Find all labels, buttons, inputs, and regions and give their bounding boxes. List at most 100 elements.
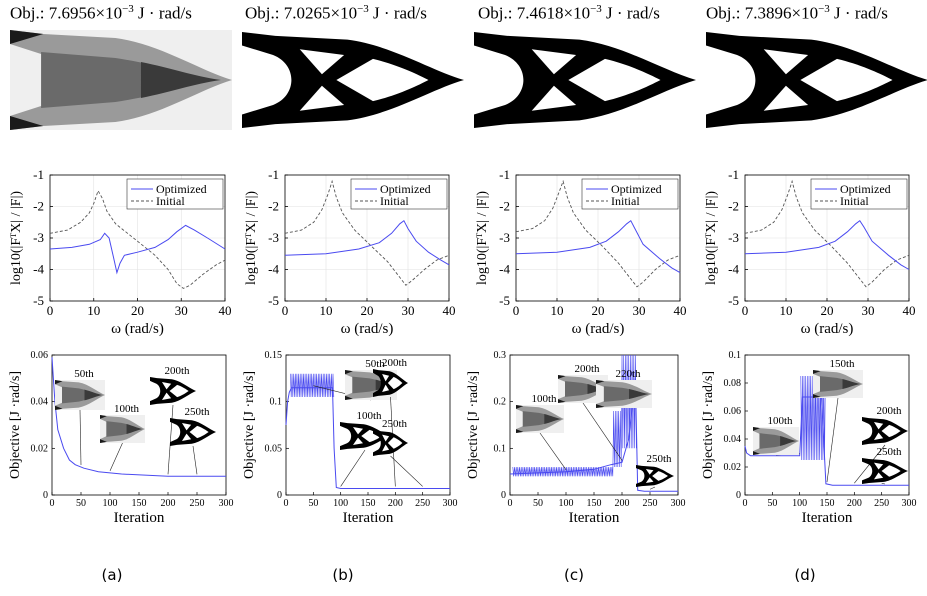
convergence-plot-b: 0 50 100 150 200 250 30000.050.10.1550th100th2… [242, 350, 458, 526]
x-tick-label: 0 [513, 303, 520, 318]
plot-frame [49, 174, 226, 302]
snapshot-label: 150th [829, 358, 855, 370]
legend-box [581, 178, 679, 210]
snapshot-label: 250th [646, 453, 672, 465]
x-tick-label: 0 [743, 498, 748, 509]
x-tick-label: 300 [671, 498, 686, 509]
snapshot-label: 50th [74, 368, 94, 380]
x-tick-label: 250 [874, 498, 889, 509]
optimized-series-line [49, 224, 226, 275]
y-tick-label: 0.08 [724, 378, 742, 389]
design-a-tip [140, 62, 221, 98]
y-tick-label: 0.02 [31, 443, 49, 454]
x-tick-label: 40 [443, 303, 456, 318]
legend-optimized-label: Optimized [380, 182, 431, 196]
snapshot-design [373, 430, 408, 456]
y-tick-label: 0.04 [724, 434, 742, 445]
y-tick-label: -2 [33, 199, 44, 214]
design-b-hole-0 [299, 49, 345, 75]
column-label-b: (b) [332, 566, 354, 584]
y-tick-label: 0.05 [265, 443, 283, 454]
convergence-plot-d: 0 50 100 150 200 250 300 0 0.02 0.04 0.06 0.08 0.1 10… [701, 350, 917, 526]
snapshot-design-hole-0 [161, 382, 172, 390]
snapshot-label: 100th [767, 415, 793, 427]
snapshot-design [596, 380, 652, 408]
snapshot-design-hole-2 [189, 425, 209, 439]
snapshot-100th: 100th [100, 403, 145, 471]
y-tick-label: -1 [33, 167, 44, 182]
legend-box [810, 178, 908, 210]
convergence-plot-c: 0 50 100 150 200 250 300 0 0.1 0.2 0.3 100th 200th 22… [466, 350, 686, 526]
snapshot-design-supports [596, 380, 605, 408]
design-d [706, 32, 927, 129]
y-tick-label: -1 [728, 167, 739, 182]
snapshot-design-hole-1 [645, 477, 654, 484]
x-tick-label: 100 [103, 498, 118, 509]
objective-title-d: Obj.: 7.3896×10−3 J · rad/s [706, 3, 888, 23]
snapshot-200th: 200th [373, 357, 408, 487]
snapshot-arrow [649, 486, 656, 490]
snapshot-label: 220th [615, 368, 641, 380]
snapshot-arrow [340, 449, 366, 487]
snapshot-design [813, 370, 863, 398]
y-tick-label: 0 [501, 490, 506, 501]
snapshot-design [862, 458, 908, 484]
objective-title-a: Obj.: 7.6956×10−3 J · rad/s [10, 3, 192, 23]
snapshot-design-hole-1 [353, 437, 363, 445]
snapshot-design-hole-0 [873, 462, 884, 470]
snapshot-label: 250th [876, 446, 902, 458]
plot-frame [744, 174, 910, 302]
snapshot-design [150, 377, 196, 405]
legend-initial-label: Initial [840, 194, 869, 208]
snapshot-design-core [352, 376, 392, 394]
snapshot-design-tip [842, 378, 861, 390]
snapshot-100th: 100th [753, 415, 800, 456]
y-axis-label: log10(|FᵀX| / |F|) [244, 191, 259, 285]
snapshot-200th: 200th [150, 365, 196, 475]
y-axis-label: Objective [J ·rad/s] [466, 371, 481, 479]
snapshot-design [170, 418, 216, 446]
legend-optimized-label: Optimized [156, 182, 207, 196]
snapshot-label: 200th [574, 363, 600, 375]
x-axis-label: ω (rad/s) [801, 321, 854, 337]
plot-frame [515, 174, 681, 302]
design-c [474, 32, 696, 128]
plot-frame [284, 174, 450, 302]
initial-series-line [515, 179, 681, 288]
legend-optimized-label: Optimized [611, 182, 662, 196]
snapshot-250th: 250th [170, 406, 216, 475]
y-tick-label: 0.1 [729, 350, 742, 361]
x-tick-label: 20 [131, 303, 144, 318]
snapshot-arrow [582, 402, 623, 461]
snapshot-design-supports [753, 427, 760, 455]
y-tick-label: 0.04 [31, 397, 49, 408]
x-tick-label: 250 [415, 498, 430, 509]
x-tick-label: 300 [902, 498, 917, 509]
snapshot-design [55, 380, 105, 410]
snapshot-design-hole-1 [161, 392, 172, 400]
x-tick-label: 300 [443, 498, 458, 509]
snapshot-200th: 200th [558, 363, 623, 461]
snapshot-250th: 250th [862, 446, 908, 485]
x-tick-label: 10 [87, 303, 100, 318]
legend-box [126, 178, 224, 210]
x-tick-label: 50 [76, 498, 86, 509]
objective-series-line [744, 396, 909, 486]
x-tick-label: 30 [862, 303, 875, 318]
y-axis-label: Objective [J ·rad/s] [8, 371, 23, 479]
snapshot-design-hole-0 [382, 374, 390, 382]
snapshot-design-supports [345, 370, 353, 400]
snapshot-design-supports [813, 370, 821, 398]
x-axis-label: Iteration [569, 510, 620, 526]
oscillation-series-line [800, 375, 826, 461]
y-tick-label: 0 [43, 490, 48, 501]
snapshot-label: 100th [114, 403, 140, 415]
snapshot-design-core [106, 421, 141, 437]
snapshot-design-hole-2 [881, 465, 901, 477]
y-tick-label: 0.06 [724, 406, 742, 417]
x-tick-label: 300 [219, 498, 234, 509]
snapshot-design-hole-2 [881, 424, 901, 438]
